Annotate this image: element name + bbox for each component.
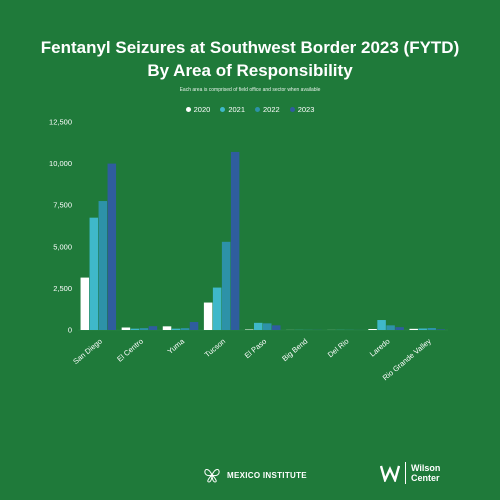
bar-2023-yuma [189,322,199,330]
legend-item-2020: 2020 [185,105,211,114]
x-tick-label: Yuma [166,336,187,356]
x-tick-label: Big Bend [280,337,309,363]
legend-swatch-2022 [255,107,260,112]
butterfly-icon [204,469,220,483]
bar-2021-laredo [377,320,386,330]
bar-2022-yuma [180,328,190,330]
bar-2023-laredo [395,327,404,330]
x-tick-label: Tucson [203,337,227,360]
bar-2023-el-paso [272,325,281,330]
wilson-center-name: Wilson Center [411,463,440,483]
mexico-institute-label: MEXICO INSTITUTE [227,470,307,480]
wilson-line-1: Wilson [411,463,441,473]
bar-2022-el-centro [139,328,149,330]
legend-label-2020: 2020 [193,105,211,114]
wilson-line-2: Center [411,473,440,483]
legend-swatch-2021 [220,107,226,112]
mexico-institute-logo: MEXICO INSTITUTE [203,466,307,484]
bar-2023-el-centro [148,326,158,330]
wilson-w-icon [380,465,400,482]
bar-2021-el-paso [254,322,263,330]
legend-item-2022: 2022 [255,105,280,114]
x-tick-label: Del Rio [326,337,351,360]
bar-2021-yuma [171,328,181,330]
legend-label-2022: 2022 [263,105,280,114]
bar-2021-el-centro [130,328,140,330]
y-tick-label: 10,000 [49,159,72,168]
legend-swatch-2020 [185,107,191,112]
bar-2020-tucson [203,302,213,330]
y-tick-label: 2,500 [53,284,72,293]
legend-label-2023: 2023 [297,105,315,114]
logo-divider [405,462,406,484]
x-tick-label: Laredo [368,337,392,359]
bar-2023-rio-grande-valley [436,329,445,330]
bar-2022-rio-grande-valley [427,328,436,330]
x-tick-label: El Paso [243,337,269,361]
wilson-center-logo: Wilson Center [380,462,440,484]
legend-item-2023: 2023 [289,105,315,114]
bar-2023-tucson [230,151,240,330]
title-line-1: Fentanyl Seizures at Southwest Border 20… [40,38,460,57]
bar-2022-tucson [221,241,231,330]
bar-2020-san-diego [80,277,90,330]
legend: 2020 2021 2022 2023 [0,105,500,114]
bar-2021-san-diego [89,217,99,330]
chart-subtitle: Each area is comprised of field office a… [179,87,321,93]
legend-swatch-2023 [289,107,295,112]
y-tick-label: 0 [68,326,72,335]
bar-2020-el-centro [121,327,131,330]
title-line-2: By Area of Responsibility [147,61,353,80]
legend-item-2021: 2021 [220,105,245,114]
bar-2022-laredo [386,325,395,330]
x-tick-label: San Diego [71,337,104,366]
bar-2022-el-paso [263,323,272,330]
chart-title: Fentanyl Seizures at Southwest Border 20… [0,36,500,82]
x-tick-label: El Centro [115,337,145,364]
legend-label-2021: 2021 [228,105,245,114]
y-tick-label: 12,500 [49,118,72,127]
bar-2021-rio-grande-valley [418,328,427,330]
bar-2023-san-diego [107,163,117,330]
bar-2021-tucson [212,287,222,330]
bar-2020-laredo [368,329,377,330]
bar-2022-san-diego [98,201,108,330]
bar-2020-yuma [162,326,172,330]
y-tick-label: 5,000 [53,242,72,251]
bar-2020-rio-grande-valley [409,328,418,330]
y-tick-label: 7,500 [53,201,72,210]
